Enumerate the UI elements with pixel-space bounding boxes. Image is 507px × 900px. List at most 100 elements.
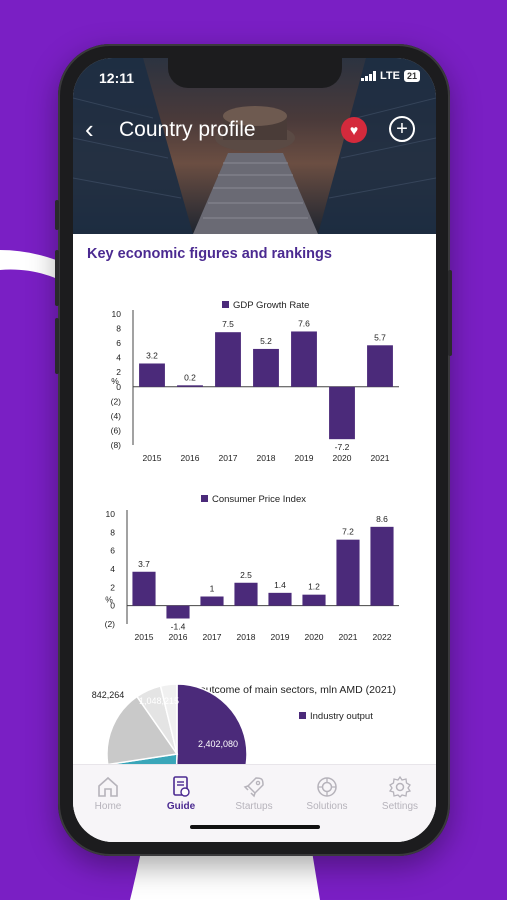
chart-bar — [302, 594, 326, 606]
chart-bar — [200, 596, 224, 606]
tab-solutions[interactable]: Solutions — [291, 773, 363, 812]
heart-icon: ♥ — [349, 122, 359, 138]
favorite-button[interactable]: ♥ — [341, 117, 367, 143]
mute-switch — [55, 200, 59, 230]
volume-up-button — [55, 250, 59, 306]
tab-startups[interactable]: Startups — [218, 773, 290, 812]
y-tick-label: (2) — [111, 396, 122, 406]
chart-bar — [336, 539, 360, 606]
y-tick-label: 6 — [116, 338, 121, 348]
signal-icon — [361, 71, 377, 81]
data-label: 1.4 — [274, 580, 286, 590]
data-label: -1.4 — [171, 622, 186, 632]
chart-bar — [367, 345, 393, 387]
header-image: 12:11 LTE 21 ‹ Country profile ♥ + — [73, 58, 436, 234]
chart-bar — [329, 386, 355, 440]
y-axis-label: % — [105, 595, 113, 605]
y-tick-label: (4) — [111, 411, 122, 421]
data-label: 3.2 — [146, 350, 158, 360]
chart-bar — [268, 592, 292, 606]
home-icon — [98, 776, 118, 797]
data-label: 3.7 — [138, 559, 150, 569]
legend-label: GDP Growth Rate — [233, 300, 309, 311]
pie-slice — [159, 683, 178, 755]
data-label: 5.7 — [374, 332, 386, 342]
x-tick-label: 2018 — [237, 632, 256, 642]
data-label: 8.6 — [376, 514, 388, 524]
y-tick-label: (2) — [105, 619, 116, 629]
y-tick-label: 10 — [112, 309, 122, 319]
chart-bar — [177, 385, 203, 387]
tab-solutions-label: Solutions — [306, 801, 348, 812]
y-tick-label: (6) — [111, 425, 122, 435]
x-tick-label: 2021 — [371, 453, 390, 463]
chart-bar — [291, 331, 317, 387]
chart-bar — [166, 605, 190, 619]
page-title: Country profile — [119, 118, 256, 141]
pie-slice — [106, 695, 179, 764]
notch — [168, 58, 342, 88]
home-indicator — [190, 825, 320, 829]
x-tick-label: 2022 — [373, 632, 392, 642]
legend-label: Consumer Price Index — [212, 494, 306, 505]
pie-data-label: 2,402,080 — [198, 739, 238, 749]
pie-data-label: 1,048,215 — [139, 696, 179, 706]
x-tick-label: 2021 — [339, 632, 358, 642]
y-tick-label: 0 — [116, 382, 121, 392]
volume-down-button — [55, 318, 59, 374]
legend-swatch — [222, 301, 229, 308]
data-label: 7.5 — [222, 319, 234, 329]
x-tick-label: 2017 — [219, 453, 238, 463]
y-axis-label: % — [111, 376, 119, 386]
pie-slice — [175, 683, 248, 764]
add-button[interactable]: + — [389, 116, 415, 142]
status-time: 12:11 — [99, 70, 135, 86]
back-button[interactable]: ‹ — [85, 116, 94, 142]
pie-data-label: 842,264 — [92, 690, 125, 700]
y-tick-label: 0 — [110, 601, 115, 611]
y-tick-label: 2 — [110, 582, 115, 592]
x-tick-label: 2016 — [169, 632, 188, 642]
tab-settings[interactable]: Settings — [364, 773, 436, 812]
chart-bar — [234, 582, 258, 606]
legend-swatch — [201, 495, 208, 502]
data-label: 1 — [210, 584, 215, 594]
chart-bar — [139, 363, 165, 387]
y-tick-label: (8) — [111, 440, 122, 450]
data-label: 2.5 — [240, 570, 252, 580]
building-illustration — [73, 58, 436, 234]
x-tick-label: 2019 — [295, 453, 314, 463]
gear-icon — [388, 775, 412, 798]
x-tick-label: 2015 — [135, 632, 154, 642]
screen: 12:11 LTE 21 ‹ Country profile ♥ + Key e… — [73, 58, 436, 842]
chart-bar — [215, 332, 241, 387]
y-tick-label: 6 — [110, 546, 115, 556]
content-scroll-area[interactable]: Key economic figures and rankings GDP Gr… — [73, 234, 436, 764]
tab-guide[interactable]: Guide — [145, 773, 217, 812]
x-tick-label: 2016 — [181, 453, 200, 463]
data-label: 1.2 — [308, 582, 320, 592]
y-tick-label: 2 — [116, 367, 121, 377]
status-indicators: LTE 21 — [361, 70, 420, 82]
x-tick-label: 2019 — [271, 632, 290, 642]
pie-legend-swatch — [299, 712, 306, 719]
data-label: 5.2 — [260, 336, 272, 346]
tab-guide-label: Guide — [166, 801, 196, 812]
y-tick-label: 8 — [116, 324, 121, 334]
data-label: 7.6 — [298, 318, 310, 328]
guide-icon — [173, 776, 190, 797]
bottom-tab-bar: Home Guide Startups Solutions Settings — [73, 764, 436, 842]
plus-icon: + — [396, 118, 408, 140]
x-tick-label: 2015 — [143, 453, 162, 463]
tab-startups-label: Startups — [235, 801, 273, 812]
power-button — [448, 270, 452, 356]
sector-pie-chart: Gross outcome of main sectors, mln AMD (… — [92, 683, 396, 764]
data-label: 0.2 — [184, 372, 196, 382]
data-label: -7.2 — [335, 442, 350, 452]
y-tick-label: 10 — [106, 509, 116, 519]
chart-bar — [253, 348, 279, 387]
rocket-icon — [243, 777, 264, 798]
y-tick-label: 4 — [110, 564, 115, 574]
pie-legend-label: Industry output — [310, 711, 373, 722]
tab-home[interactable]: Home — [73, 773, 144, 812]
